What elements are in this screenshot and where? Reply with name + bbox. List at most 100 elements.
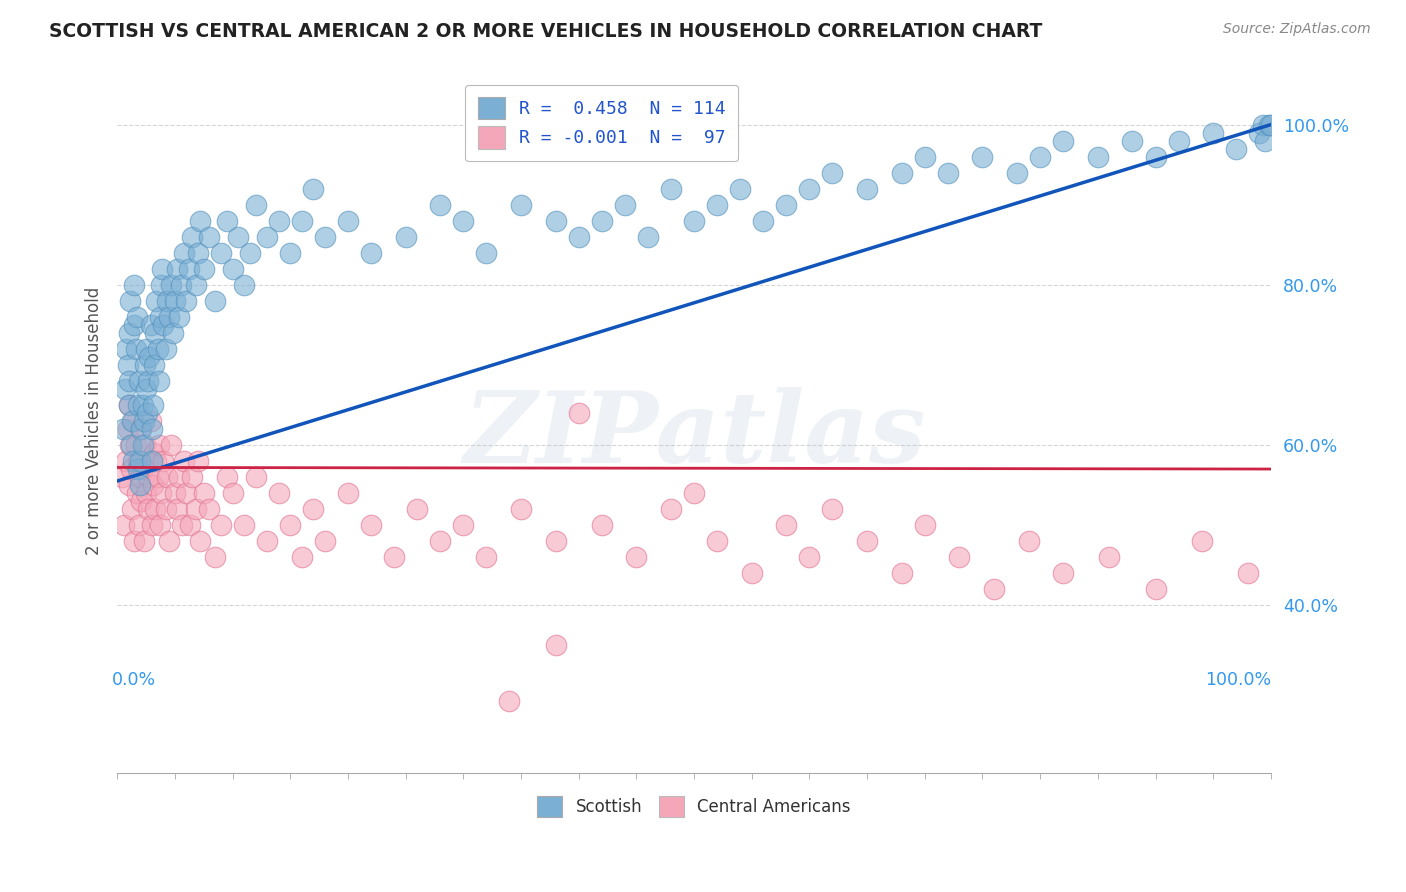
Point [184, 502, 207, 516]
Point [181, 229, 204, 244]
Point [267, 486, 290, 500]
Point [429, 197, 451, 211]
Point [176, 486, 198, 500]
Point [132, 534, 155, 549]
Point [141, 422, 163, 436]
Point [138, 350, 160, 364]
Point [187, 245, 209, 260]
Point [1249, 126, 1271, 140]
Point [125, 486, 148, 500]
Point [145, 454, 167, 468]
Point [143, 326, 166, 340]
Point [568, 406, 591, 420]
Point [741, 566, 763, 581]
Point [157, 534, 180, 549]
Point [1144, 150, 1167, 164]
Point [170, 518, 193, 533]
Point [131, 398, 153, 412]
Point [775, 518, 797, 533]
Point [429, 534, 451, 549]
Point [936, 166, 959, 180]
Point [114, 382, 136, 396]
Point [1167, 134, 1189, 148]
Point [129, 422, 152, 436]
Point [233, 277, 256, 292]
Point [135, 486, 157, 500]
Point [613, 197, 636, 211]
Point [256, 229, 278, 244]
Point [475, 550, 498, 565]
Point [138, 470, 160, 484]
Point [1098, 550, 1121, 565]
Point [683, 213, 706, 227]
Point [775, 197, 797, 211]
Point [752, 213, 775, 227]
Point [659, 182, 682, 196]
Text: Source: ZipAtlas.com: Source: ZipAtlas.com [1223, 22, 1371, 37]
Point [146, 342, 169, 356]
Point [177, 261, 200, 276]
Point [498, 694, 520, 708]
Point [149, 518, 172, 533]
Point [239, 245, 262, 260]
Point [821, 166, 844, 180]
Text: 100.0%: 100.0% [1205, 671, 1271, 690]
Point [169, 470, 191, 484]
Point [118, 398, 141, 412]
Point [1260, 118, 1282, 132]
Point [149, 310, 172, 324]
Point [914, 150, 936, 164]
Point [382, 550, 405, 565]
Point [510, 502, 533, 516]
Point [1236, 566, 1258, 581]
Point [544, 213, 567, 227]
Point [245, 470, 267, 484]
Point [136, 406, 159, 420]
Point [1018, 534, 1040, 549]
Point [118, 398, 141, 412]
Point [1121, 134, 1143, 148]
Point [728, 182, 751, 196]
Point [131, 438, 153, 452]
Point [706, 197, 728, 211]
Point [129, 454, 152, 468]
Point [1052, 566, 1074, 581]
Point [278, 518, 301, 533]
Point [209, 245, 232, 260]
Point [198, 229, 221, 244]
Point [972, 150, 994, 164]
Point [336, 213, 359, 227]
Point [890, 166, 912, 180]
Point [166, 261, 188, 276]
Point [131, 422, 153, 436]
Point [142, 478, 165, 492]
Point [150, 261, 173, 276]
Point [544, 534, 567, 549]
Point [138, 502, 160, 516]
Point [135, 342, 157, 356]
Point [314, 534, 336, 549]
Point [204, 550, 226, 565]
Point [544, 638, 567, 652]
Point [1225, 142, 1247, 156]
Point [193, 261, 215, 276]
Point [148, 374, 170, 388]
Point [173, 245, 195, 260]
Point [152, 318, 174, 332]
Point [111, 422, 134, 436]
Point [188, 534, 211, 549]
Point [124, 277, 146, 292]
Point [591, 213, 613, 227]
Point [198, 502, 221, 516]
Point [181, 470, 204, 484]
Point [799, 550, 821, 565]
Point [122, 454, 145, 468]
Point [406, 502, 429, 516]
Point [221, 486, 243, 500]
Point [124, 438, 146, 452]
Point [256, 534, 278, 549]
Point [291, 213, 314, 227]
Point [118, 326, 141, 340]
Point [142, 398, 165, 412]
Point [228, 229, 250, 244]
